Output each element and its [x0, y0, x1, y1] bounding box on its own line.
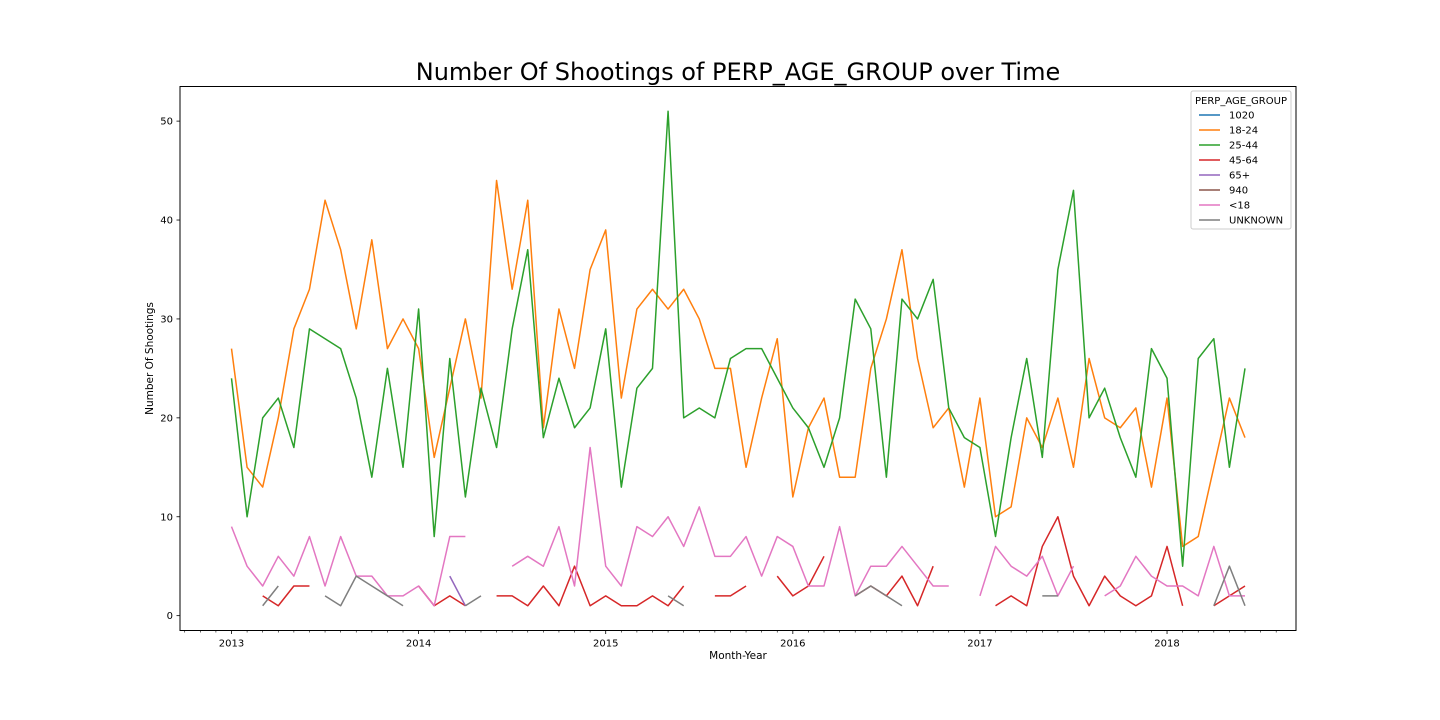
- y-tick-label: 50: [160, 117, 173, 128]
- legend: PERP_AGE_GROUP 1020 18-24 25-44 45-64 65+ 940…: [1190, 90, 1292, 230]
- legend-entry-label: <18: [1229, 201, 1250, 212]
- plot-frame: [179, 86, 1297, 631]
- series-line-segment: [511, 446, 949, 597]
- series-6: [230, 446, 1245, 607]
- series-line-segment: [230, 179, 1246, 548]
- series-1: [230, 179, 1246, 548]
- series-3: [262, 516, 1246, 607]
- chart-title: Number Of Shootings of PERP_AGE_GROUP ov…: [416, 58, 1061, 86]
- series-4: [449, 575, 467, 607]
- series-line-segment: [230, 110, 1246, 567]
- legend-entry-label: UNKNOWN: [1229, 216, 1283, 227]
- x-tick-label: 2017: [967, 639, 992, 650]
- x-tick-label: 2014: [406, 639, 431, 650]
- series-line-segment: [449, 575, 467, 607]
- y-tick-label: 10: [160, 512, 173, 523]
- series-line-segment: [464, 595, 482, 607]
- series-2: [230, 110, 1246, 567]
- legend-entry-label: 45-64: [1229, 156, 1258, 167]
- series-line-segment: [262, 585, 310, 607]
- legend-title: PERP_AGE_GROUP: [1195, 96, 1287, 107]
- series-line-segment: [324, 575, 404, 607]
- series-line-segment: [995, 516, 1184, 607]
- series-line-segment: [667, 595, 685, 607]
- series-line-segment: [1213, 565, 1246, 607]
- y-axis-label: Number Of Shootings: [144, 302, 156, 415]
- legend-entry-label: 940: [1229, 186, 1248, 197]
- series-line-segment: [979, 545, 1075, 597]
- y-tick-label: 20: [160, 413, 173, 424]
- x-tick-label: 2013: [219, 639, 244, 650]
- plot-lines: [230, 110, 1246, 607]
- series-7: [262, 565, 1246, 607]
- y-tick-label: 0: [167, 611, 173, 622]
- x-tick-label: 2015: [593, 639, 618, 650]
- y-tick-label: 40: [160, 216, 173, 227]
- legend-entry-label: 25-44: [1229, 141, 1258, 152]
- x-axis-label: Month-Year: [709, 650, 767, 662]
- series-line-segment: [230, 526, 466, 607]
- series-line-segment: [496, 565, 685, 607]
- x-axis: 2013 2014 2015 2016 2017 2018: [184, 630, 1277, 650]
- series-line-segment: [1104, 545, 1245, 597]
- x-tick-label: 2016: [780, 639, 805, 650]
- legend-entry-label: 1020: [1229, 111, 1254, 122]
- legend-entry-label: 65+: [1229, 171, 1250, 182]
- series-line-segment: [854, 585, 903, 607]
- series-line-segment: [714, 585, 747, 597]
- legend-box: [1190, 90, 1292, 230]
- x-tick-label: 2018: [1154, 639, 1179, 650]
- y-tick-label: 30: [160, 314, 173, 325]
- series-line-segment: [262, 585, 279, 607]
- series-line-segment: [776, 555, 825, 597]
- legend-entry-label: 18-24: [1229, 126, 1258, 137]
- y-axis: 0 10 20 30 40 50: [160, 117, 180, 622]
